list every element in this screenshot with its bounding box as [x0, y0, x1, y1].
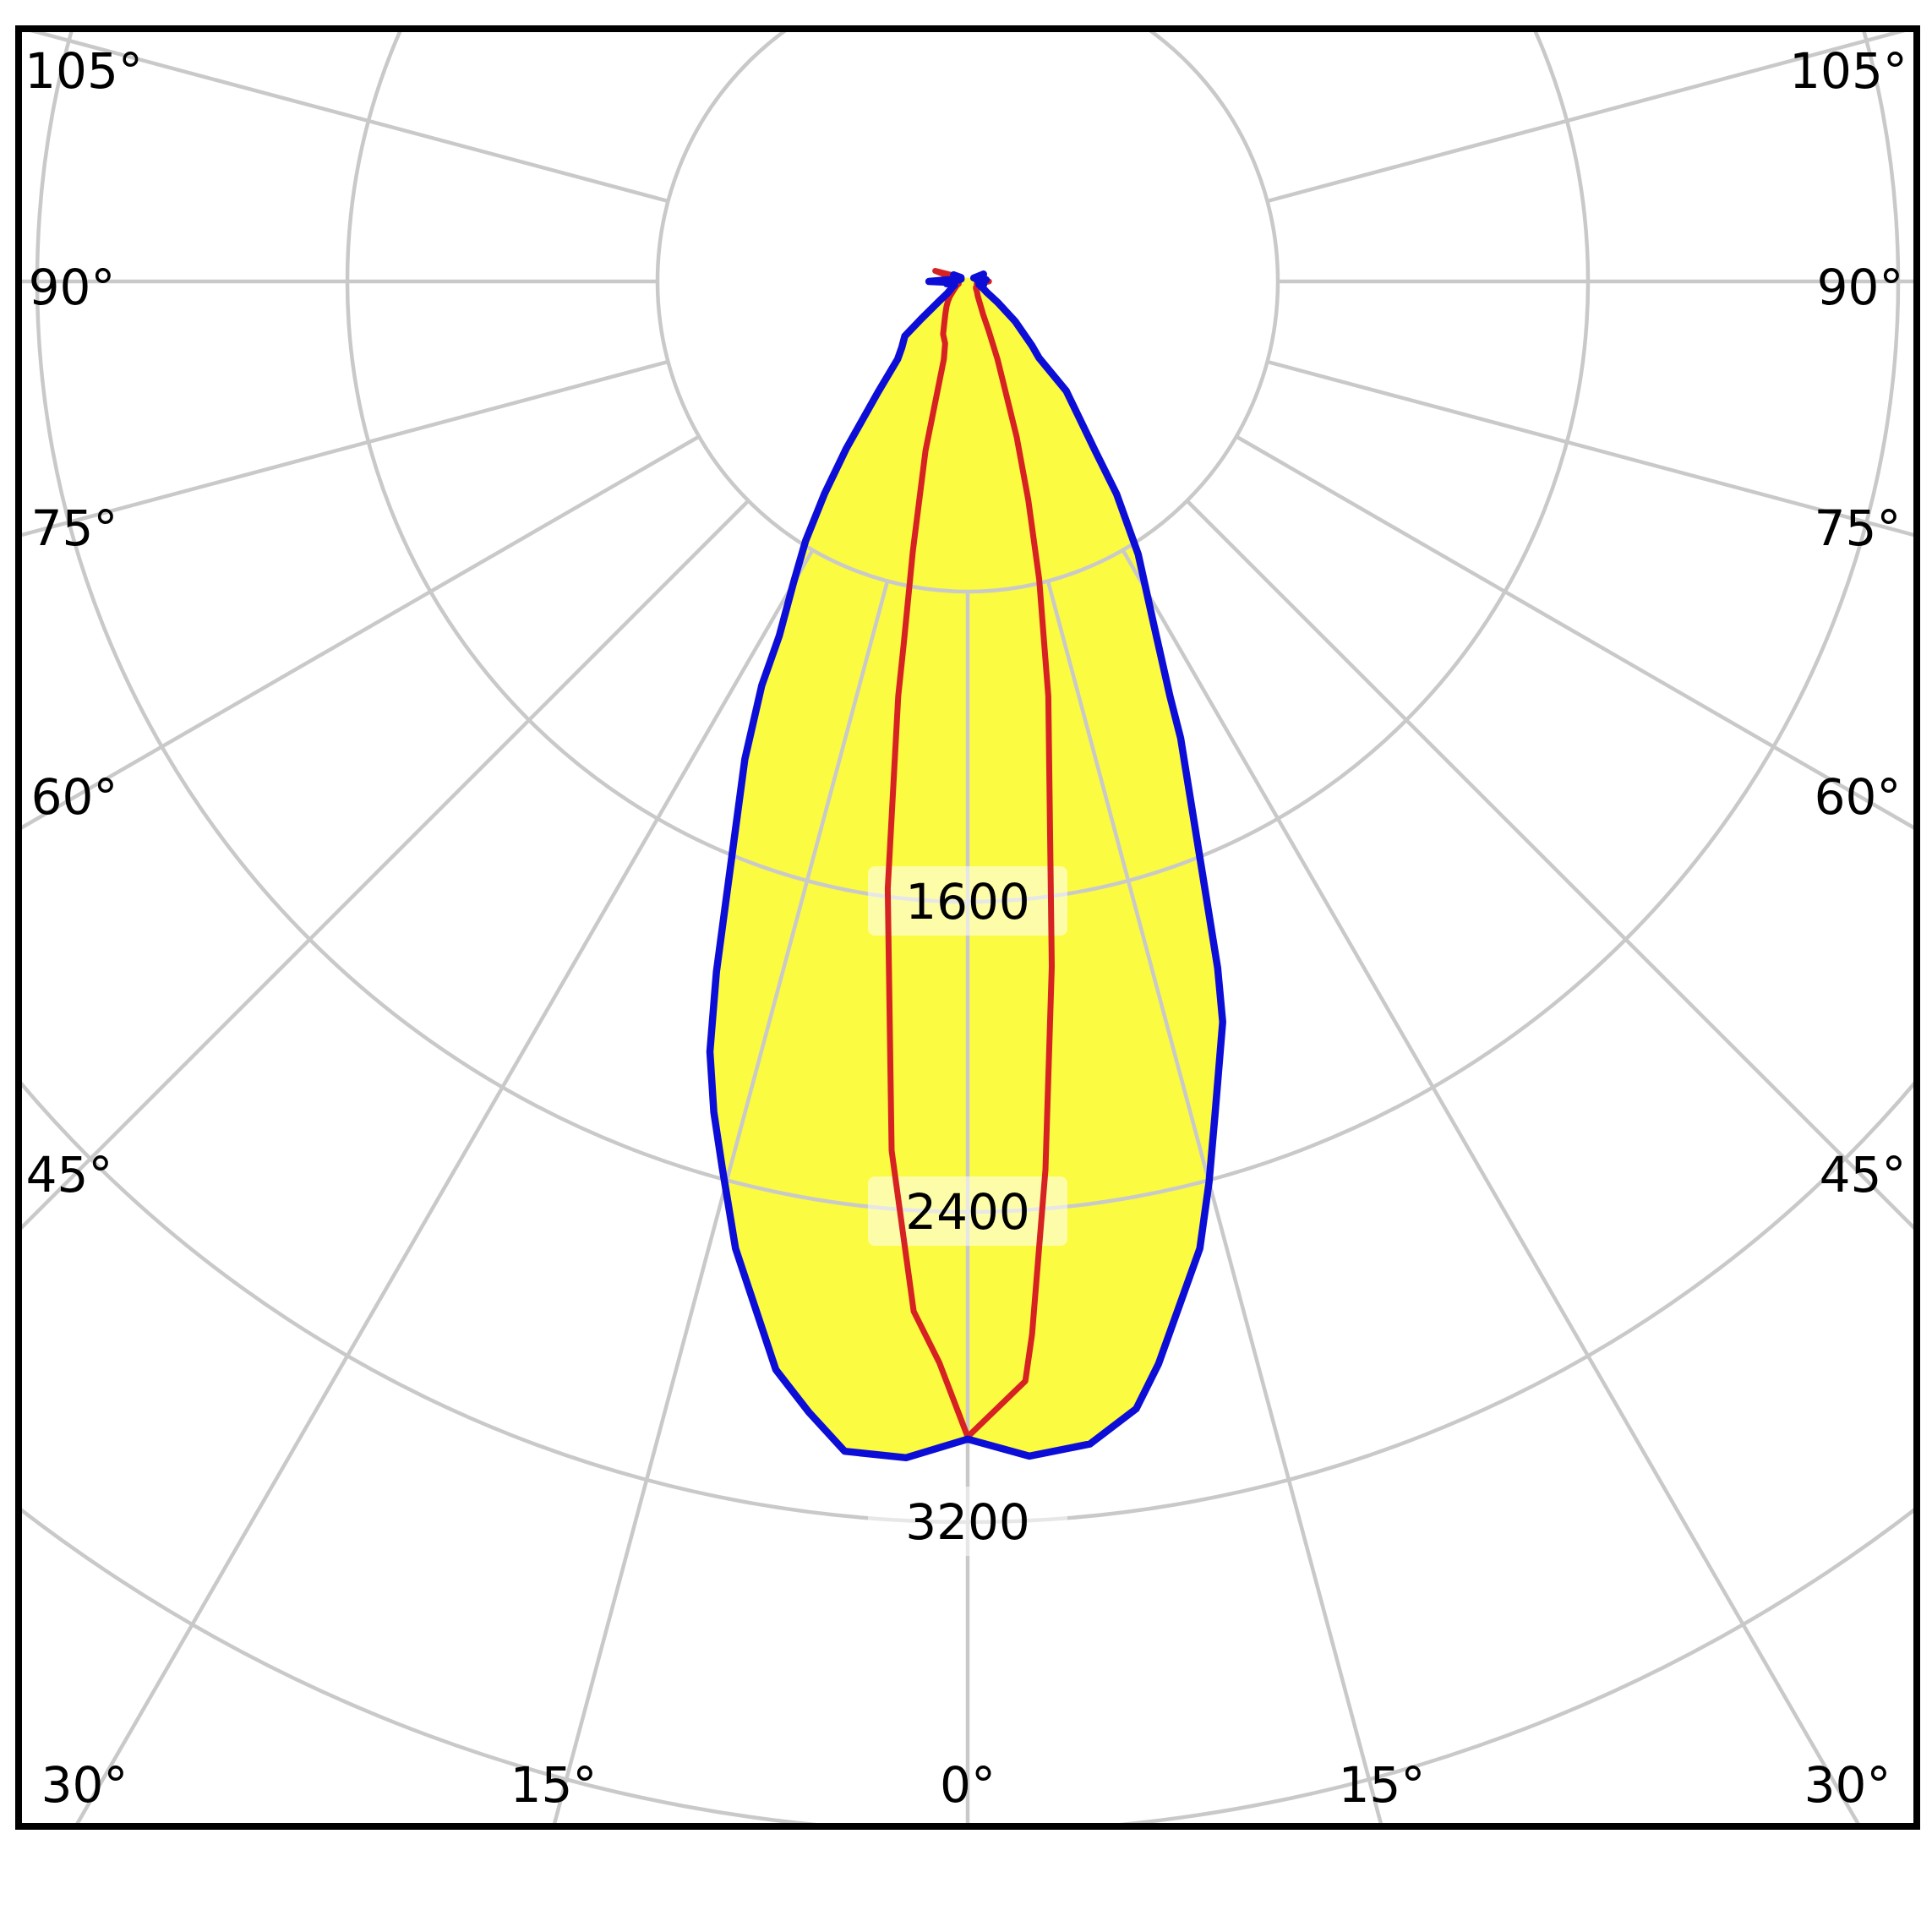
grid-radial--60deg [19, 434, 701, 832]
value-label-halo [868, 1176, 1067, 1246]
angle-label-30deg: 30° [41, 1756, 128, 1814]
angle-label-105deg: 105° [1789, 42, 1907, 100]
curve-c0-c180 [706, 270, 1226, 1462]
value-label-halo [868, 866, 1067, 936]
angle-label-75deg: 75° [31, 499, 118, 557]
grid-radial-75deg [1266, 359, 1917, 538]
grid-radial--105deg [19, 29, 669, 204]
angle-label-45deg: 45° [26, 1146, 113, 1203]
grid-radial--15deg [551, 580, 890, 1826]
value-label-halo [868, 1487, 1067, 1556]
grid-radial-15deg [1045, 580, 1384, 1826]
grid-radial-105deg [1266, 29, 1917, 204]
angle-label-60deg: 60° [1815, 768, 1902, 826]
grid-radial-60deg [1235, 434, 1917, 832]
angle-label-90deg: 90° [29, 259, 116, 316]
plot-frame [15, 25, 1920, 1830]
grid-radial--75deg [19, 359, 669, 538]
grid-radial-30deg [1121, 548, 1862, 1826]
angle-label-90deg: 90° [1817, 259, 1904, 316]
angle-label-105deg: 105° [25, 42, 143, 100]
angle-label-30deg: 30° [1804, 1756, 1891, 1814]
angle-label-60deg: 60° [31, 768, 118, 826]
angle-label-15deg: 15° [1339, 1756, 1426, 1814]
radial-value-label-3200: 3200 [905, 1493, 1030, 1551]
angle-label-0deg: 0° [940, 1756, 996, 1814]
grid-radial-45deg [1185, 499, 1917, 1234]
grid-radial--30deg [74, 548, 815, 1826]
angle-label-15deg: 15° [510, 1756, 598, 1814]
grid-radial--45deg [19, 499, 750, 1234]
angle-label-45deg: 45° [1820, 1146, 1907, 1203]
radial-value-label-1600: 1600 [905, 873, 1030, 931]
radial-value-labels: 1600 2400 3200 [868, 866, 1067, 1556]
angle-tick-labels: 105° 90° 75° 60° 45° 30° 15° 0° 15° 30° 45° 60° 75° 9… [25, 42, 1907, 1814]
angle-label-75deg: 75° [1815, 499, 1902, 557]
radial-value-label-2400: 2400 [905, 1183, 1030, 1241]
